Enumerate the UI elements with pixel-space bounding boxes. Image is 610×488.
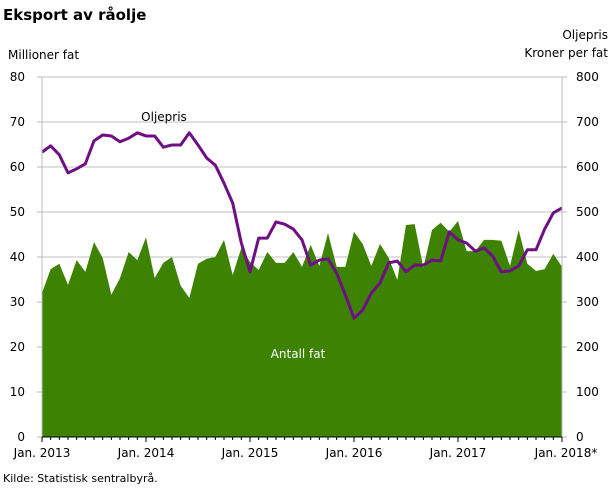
area-series-antall-fat (42, 221, 562, 437)
right-tick-label: 800 (576, 70, 599, 84)
series-label-antall-fat: Antall fat (271, 347, 326, 361)
x-tick-label: Jan. 2016 (325, 446, 383, 460)
source-note: Kilde: Statistisk sentralbyrå. (3, 472, 158, 485)
left-tick-label: 70 (10, 115, 25, 129)
left-tick-label: 20 (10, 340, 25, 354)
left-tick-label: 40 (10, 250, 25, 264)
x-tick-label: Jan. 2018* (534, 446, 598, 460)
left-tick-label: 50 (10, 205, 25, 219)
right-tick-label: 100 (576, 385, 599, 399)
chart-title: Eksport av råolje (3, 6, 147, 24)
right-tick-label: 400 (576, 250, 599, 264)
series-label-oljepris: Oljepris (141, 110, 187, 124)
right-tick-label: 700 (576, 115, 599, 129)
x-tick-label: Jan. 2014 (117, 446, 175, 460)
left-tick-label: 80 (10, 70, 25, 84)
right-tick-label: 0 (576, 430, 584, 444)
left-axis-label: Millioner fat (8, 48, 80, 62)
x-tick-label: Jan. 2015 (221, 446, 279, 460)
right-tick-label: 200 (576, 340, 599, 354)
line-series-oljepris (41, 131, 563, 320)
right-tick-label: 300 (576, 295, 599, 309)
right-tick-label: 500 (576, 205, 599, 219)
left-tick-label: 0 (17, 430, 25, 444)
right-tick-label: 600 (576, 160, 599, 174)
right-axis-label-2: Kroner per fat (524, 46, 608, 60)
left-tick-label: 60 (10, 160, 25, 174)
left-tick-label: 10 (10, 385, 25, 399)
right-axis-label-1: Oljepris (562, 28, 608, 42)
left-tick-label: 30 (10, 295, 25, 309)
x-tick-label: Jan. 2013 (13, 446, 71, 460)
x-tick-label: Jan. 2017 (429, 446, 487, 460)
